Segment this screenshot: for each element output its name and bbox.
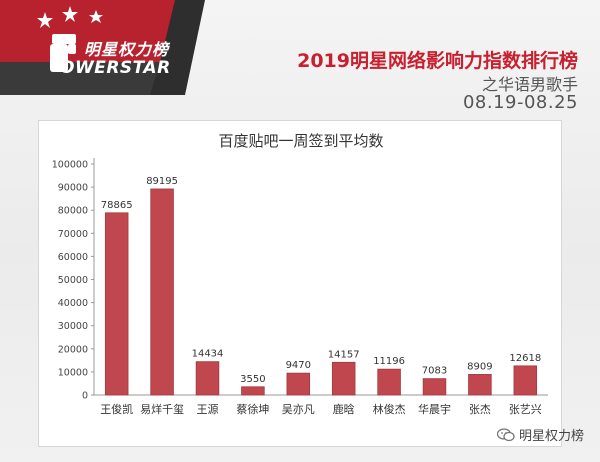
- date-range: 08.19-08.25: [462, 92, 578, 113]
- x-tick-label: 王源: [197, 402, 219, 416]
- data-label: 9470: [286, 360, 311, 371]
- page-subtitle: 之华语男歌手: [481, 75, 578, 94]
- bar: [513, 365, 538, 396]
- logo-text-cn: 明星权力榜: [84, 40, 170, 59]
- y-tick-label: 40000: [58, 298, 88, 309]
- bar: [331, 361, 356, 396]
- bar: [422, 378, 447, 396]
- x-tick-label: 蔡徐坤: [236, 402, 269, 416]
- watermark: 明星权力榜: [496, 425, 584, 444]
- chart-title: 百度贴吧一周签到平均数: [218, 132, 383, 150]
- y-tick-label: 100000: [52, 160, 88, 171]
- y-tick-label: 20000: [58, 344, 88, 355]
- y-tick-label: 90000: [58, 183, 88, 194]
- bar: [104, 212, 129, 396]
- data-label: 14157: [328, 349, 360, 360]
- data-label: 3550: [240, 374, 265, 385]
- x-tick-label: 张杰: [469, 403, 491, 416]
- bar: [286, 372, 311, 396]
- x-tick-label: 华晨宇: [418, 402, 451, 416]
- y-tick-label: 60000: [58, 252, 88, 263]
- data-label: 7083: [422, 366, 447, 377]
- x-tick-label: 易烊千玺: [140, 402, 184, 416]
- x-tick-label: 张艺兴: [509, 403, 542, 416]
- bar: [150, 188, 174, 396]
- x-tick-label: 王俊凯: [100, 402, 133, 416]
- y-tick-label: 0: [82, 391, 88, 402]
- wechat-icon: [496, 427, 515, 441]
- y-tick-label: 50000: [58, 275, 88, 286]
- logo-text-en: OWERSTAR: [60, 58, 171, 78]
- data-label: 89195: [146, 176, 178, 187]
- data-label: 12618: [509, 353, 541, 364]
- bar: [377, 368, 401, 396]
- page-title: 2019明星网络影响力指数排行榜: [297, 50, 578, 72]
- x-tick-label: 鹿晗: [333, 402, 355, 416]
- watermark-text: 明星权力榜: [518, 429, 584, 444]
- data-label: 78865: [101, 200, 133, 211]
- data-label: 11196: [373, 356, 405, 367]
- data-label: 8909: [467, 361, 492, 372]
- y-tick-label: 70000: [58, 229, 88, 240]
- bar-chart: 百度贴吧一周签到平均数 0 10000 20000 30000 40000 50000 600…: [52, 132, 548, 416]
- y-tick-label: 30000: [58, 321, 88, 332]
- bar: [241, 386, 265, 396]
- data-label: 14434: [192, 349, 224, 360]
- bar: [195, 361, 220, 396]
- y-tick-label: 80000: [58, 206, 88, 217]
- bar: [468, 374, 492, 396]
- y-tick-label: 10000: [58, 367, 88, 378]
- x-tick-label: 林俊杰: [373, 402, 406, 416]
- x-tick-label: 吴亦凡: [282, 402, 315, 416]
